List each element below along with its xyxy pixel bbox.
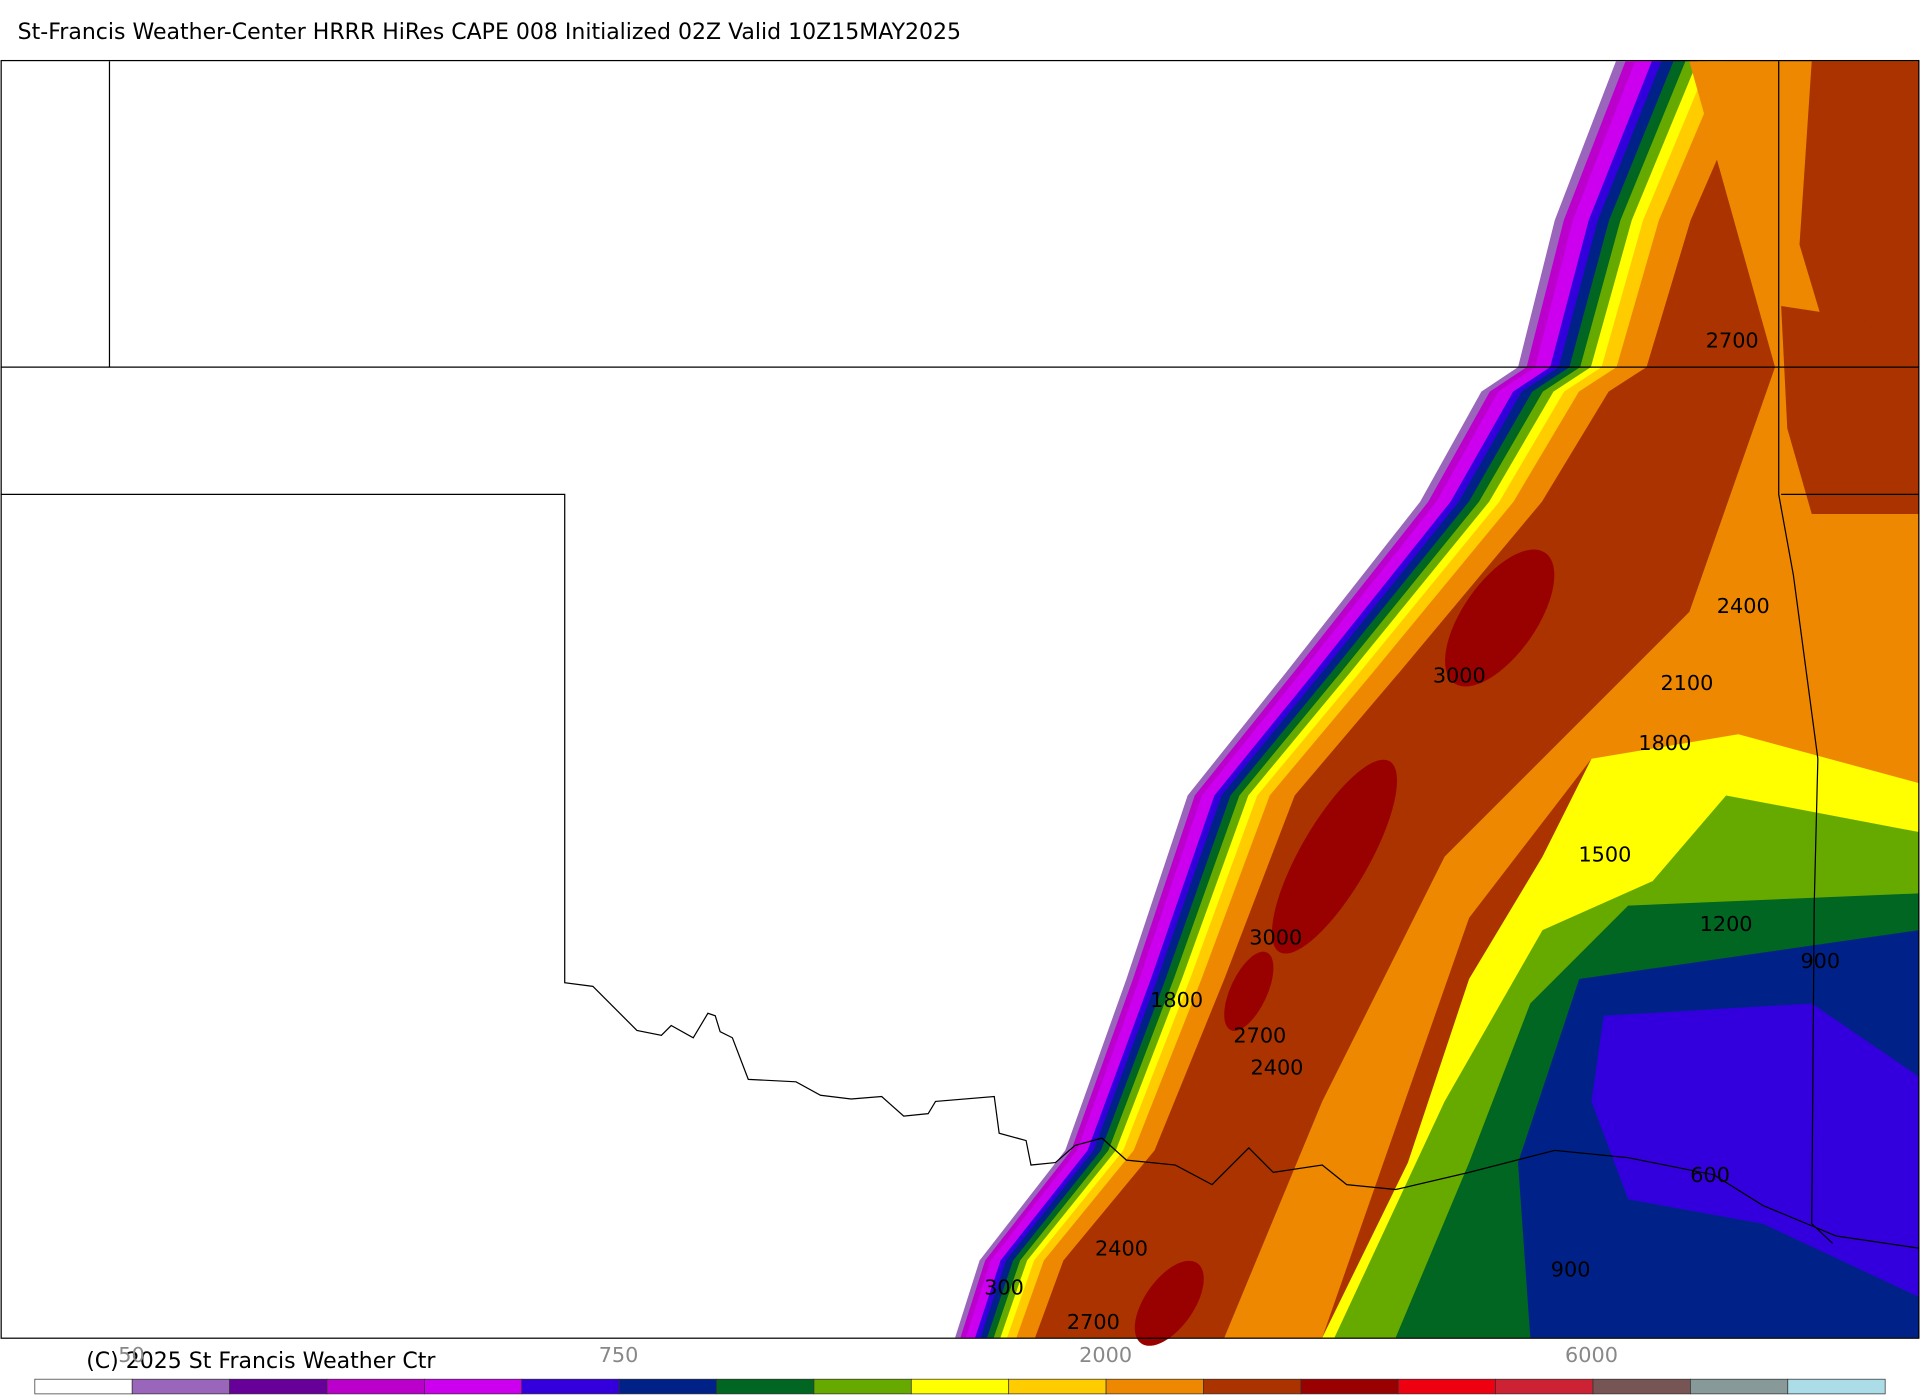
colorbar-swatch: [1008, 1378, 1107, 1395]
colorbar-swatch: [1592, 1378, 1691, 1395]
colorbar-swatch: [131, 1378, 230, 1395]
contour-label: 3000: [1249, 926, 1302, 950]
cape-field: [955, 61, 1920, 1346]
contour-label: 2400: [1250, 1055, 1303, 1079]
cape-core: [1445, 549, 1555, 687]
border: [0, 493, 1920, 1249]
cape-region: [1224, 61, 1920, 1338]
colorbar-swatch: [1690, 1378, 1789, 1395]
contour-label: 1500: [1578, 842, 1631, 866]
cape-core: [1271, 759, 1398, 954]
colorbar-swatch: [813, 1378, 912, 1395]
contour-label: 1200: [1700, 912, 1753, 936]
colorbar-swatch: [521, 1378, 620, 1395]
colorbar-label: 2000: [1079, 1343, 1132, 1367]
cape-region: [1591, 1003, 1920, 1298]
contour-labels: 2700 2400 3000 2100 1800 1500 1200 900 3000 1800 2…: [984, 328, 1840, 1333]
border: [1778, 61, 1833, 1244]
contour-label: 300: [984, 1276, 1024, 1300]
cape-region: [1781, 305, 1920, 514]
colorbar-swatch: [910, 1378, 1010, 1395]
contour-label: 600: [1690, 1163, 1730, 1187]
contour-label: 2700: [1067, 1310, 1120, 1334]
contour-label: 2700: [1706, 328, 1759, 352]
contour-label: 900: [1800, 949, 1840, 973]
colorbar-label: 750: [599, 1343, 639, 1367]
colorbar-swatch: [1495, 1378, 1594, 1395]
colorbar-swatch: [326, 1378, 425, 1395]
cape-core: [1224, 951, 1274, 1031]
contour-label: 2700: [1233, 1024, 1286, 1048]
colorbar-swatch: [1203, 1378, 1302, 1395]
colorbar-swatch: [1787, 1378, 1886, 1395]
title: St-Francis Weather-Center HRRR HiRes CAP…: [18, 20, 961, 45]
contour-label: 2100: [1660, 671, 1713, 695]
contour-label: 2400: [1717, 594, 1770, 618]
contour-label: 2400: [1095, 1236, 1148, 1260]
colorbar-swatch: [1300, 1378, 1399, 1395]
contour-label: 1800: [1638, 731, 1691, 755]
colorbar-swatch: [229, 1378, 328, 1395]
colorbar-swatch: [716, 1378, 815, 1395]
contour-label: 3000: [1433, 664, 1486, 688]
contour-label: 1800: [1150, 988, 1203, 1012]
colorbar-swatch: [1397, 1378, 1496, 1395]
cape-core: [1134, 1260, 1204, 1346]
colorbar-label: 50: [118, 1343, 144, 1367]
colorbar-swatch: [424, 1378, 523, 1395]
state-borders: [0, 59, 1920, 1339]
contour-label: 900: [1551, 1257, 1591, 1281]
colorbar-swatch: [1105, 1378, 1204, 1395]
colorbar-swatch: [618, 1378, 717, 1395]
colorbar: 50 750 2000 6000: [34, 1343, 1886, 1395]
colorbar-label: 6000: [1565, 1343, 1618, 1367]
copyright: (C) 2025 St Francis Weather Ctr: [86, 1349, 436, 1374]
map-frame: [0, 59, 1920, 1339]
colorbar-swatch: [34, 1378, 133, 1395]
